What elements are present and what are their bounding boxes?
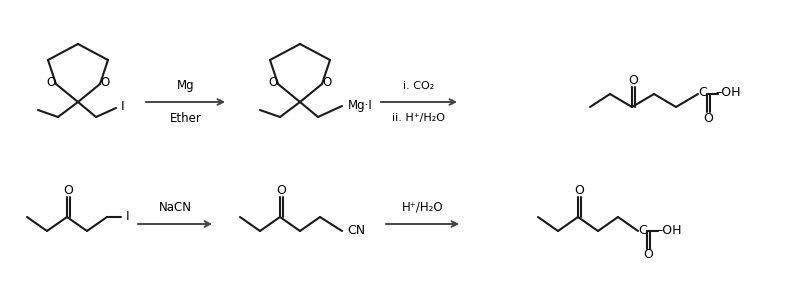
Text: O: O bbox=[268, 76, 278, 88]
Text: O: O bbox=[322, 76, 332, 88]
Text: O: O bbox=[276, 185, 286, 197]
Text: i. CO₂: i. CO₂ bbox=[403, 81, 434, 91]
Text: O: O bbox=[63, 185, 73, 197]
Text: I: I bbox=[121, 100, 125, 114]
Text: O: O bbox=[46, 76, 56, 88]
Text: I: I bbox=[126, 209, 130, 223]
Text: ii. H⁺/H₂O: ii. H⁺/H₂O bbox=[393, 113, 446, 123]
Text: O: O bbox=[100, 76, 110, 88]
Text: Mg: Mg bbox=[177, 79, 194, 92]
Text: Mg·I: Mg·I bbox=[348, 98, 372, 112]
Text: O: O bbox=[628, 74, 638, 88]
Text: O: O bbox=[643, 248, 653, 262]
Text: C: C bbox=[698, 86, 707, 100]
Text: –OH: –OH bbox=[656, 223, 682, 237]
Text: CN: CN bbox=[347, 223, 365, 237]
Text: –OH: –OH bbox=[715, 86, 741, 100]
Text: C: C bbox=[638, 223, 647, 237]
Text: Ether: Ether bbox=[170, 112, 202, 125]
Text: O: O bbox=[574, 185, 584, 197]
Text: H⁺/H₂O: H⁺/H₂O bbox=[402, 201, 443, 214]
Text: O: O bbox=[703, 112, 713, 124]
Text: NaCN: NaCN bbox=[158, 201, 191, 214]
